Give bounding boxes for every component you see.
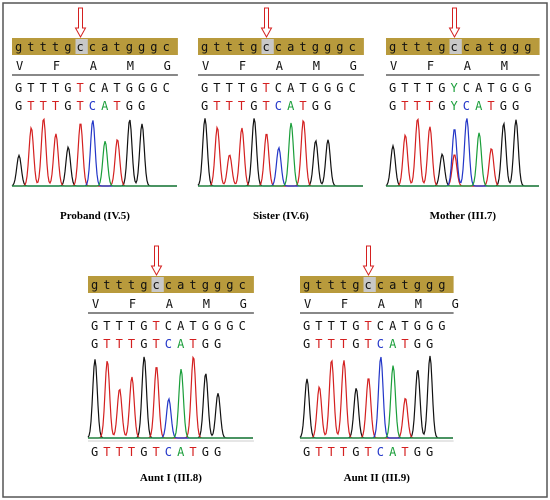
reference-bar [386,38,540,55]
trace [300,365,453,439]
caption: Mother (III.7) [430,210,497,222]
trace [12,141,177,187]
reference-bar [300,276,454,293]
reference-bar [198,38,364,55]
trace [198,122,363,187]
variant-highlight [75,39,88,54]
reference-bar [88,276,254,293]
variant-highlight [261,39,274,54]
arrow [74,7,87,39]
arrow [260,7,273,39]
caption: Aunt I (III.8) [140,472,202,484]
trace [88,368,253,439]
variant-highlight [449,39,462,54]
variant-highlight [151,277,164,292]
caption: Sister (IV.6) [253,210,309,222]
caption: Aunt II (III.9) [344,472,411,484]
arrow [448,7,461,39]
arrow [362,245,375,277]
variant-highlight [363,277,376,292]
arrow [150,245,163,277]
trace [386,132,539,187]
caption: Proband (IV.5) [60,210,130,222]
reference-bar [12,38,178,55]
